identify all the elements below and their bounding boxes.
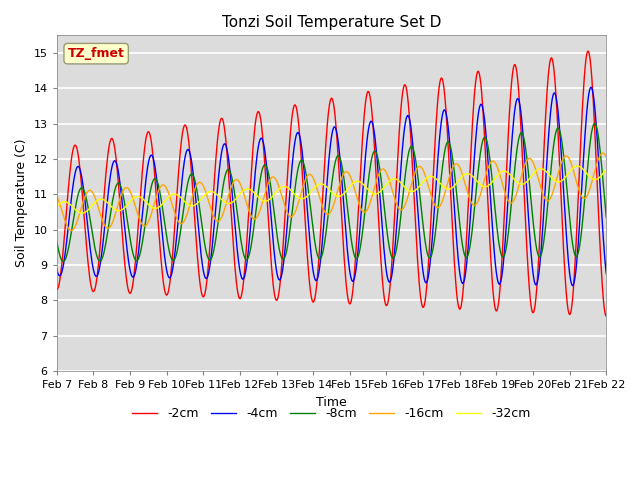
-16cm [67, 228, 75, 233]
-32cm [176, 194, 184, 200]
-2cm [204, 266, 212, 272]
-32cm [415, 184, 423, 190]
-2cm [53, 287, 61, 293]
-8cm [591, 120, 598, 126]
-32cm [205, 189, 212, 195]
Legend: -2cm, -4cm, -8cm, -16cm, -32cm: -2cm, -4cm, -8cm, -16cm, -32cm [127, 402, 536, 425]
-8cm [176, 233, 184, 239]
Line: -32cm: -32cm [57, 166, 606, 213]
-4cm [63, 239, 70, 244]
-4cm [175, 208, 183, 214]
Text: TZ_fmet: TZ_fmet [68, 47, 125, 60]
-8cm [120, 197, 128, 203]
-32cm [573, 163, 581, 169]
Line: -4cm: -4cm [57, 87, 606, 286]
-32cm [53, 204, 61, 209]
Title: Tonzi Soil Temperature Set D: Tonzi Soil Temperature Set D [222, 15, 441, 30]
-4cm [602, 271, 610, 276]
Line: -8cm: -8cm [57, 123, 606, 262]
-16cm [602, 154, 610, 160]
-4cm [569, 283, 577, 288]
-8cm [205, 256, 212, 262]
Line: -2cm: -2cm [57, 51, 606, 316]
-16cm [399, 206, 407, 212]
-32cm [399, 182, 407, 188]
-8cm [602, 215, 610, 221]
-4cm [204, 272, 212, 278]
-8cm [415, 184, 423, 190]
-16cm [176, 220, 184, 226]
-2cm [602, 313, 610, 319]
-32cm [78, 210, 86, 216]
-16cm [63, 222, 70, 228]
-16cm [415, 164, 423, 169]
-16cm [598, 150, 606, 156]
-4cm [120, 210, 127, 216]
-16cm [53, 193, 61, 199]
-2cm [415, 268, 422, 274]
-4cm [415, 215, 422, 221]
-16cm [120, 186, 128, 192]
-4cm [587, 84, 595, 90]
-2cm [175, 164, 183, 169]
-8cm [53, 239, 61, 244]
-8cm [60, 259, 67, 264]
Y-axis label: Soil Temperature (C): Soil Temperature (C) [15, 139, 28, 267]
Line: -16cm: -16cm [57, 153, 606, 230]
-2cm [398, 93, 406, 98]
-2cm [584, 48, 592, 54]
-8cm [63, 250, 71, 256]
-32cm [63, 199, 70, 205]
-4cm [53, 266, 61, 272]
-32cm [602, 166, 610, 172]
-16cm [205, 199, 212, 205]
-2cm [120, 243, 127, 249]
-8cm [399, 193, 407, 199]
-4cm [398, 148, 406, 154]
-2cm [63, 206, 70, 212]
X-axis label: Time: Time [316, 396, 347, 408]
-32cm [120, 205, 128, 211]
